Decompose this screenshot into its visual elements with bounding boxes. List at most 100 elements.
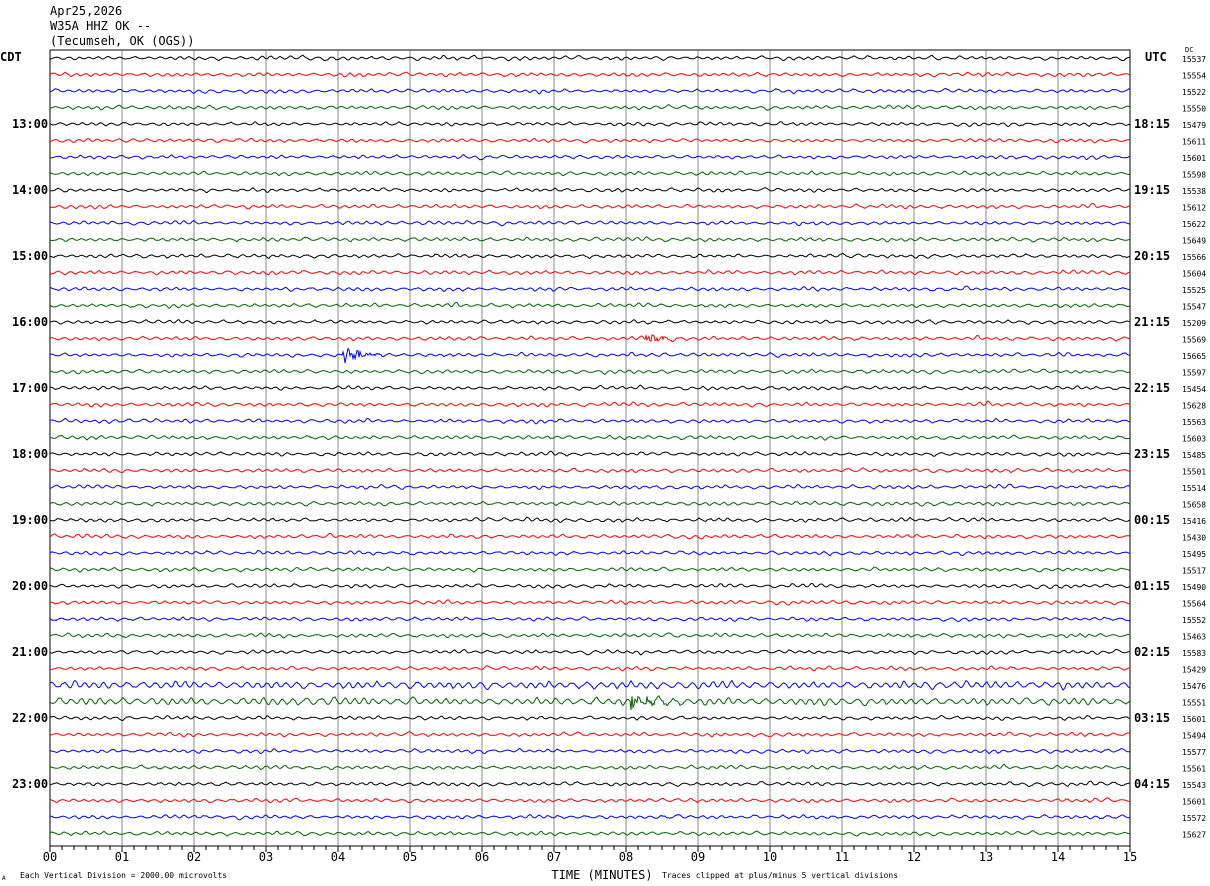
dc-value: 15658 (1182, 501, 1206, 510)
right-hour-label: 22:15 (1134, 381, 1170, 395)
seismic-trace (50, 483, 1131, 491)
seismic-trace (49, 187, 1131, 194)
right-hour-label: 21:15 (1134, 315, 1170, 329)
x-tick-label: 11 (835, 850, 849, 864)
x-tick-label: 01 (115, 850, 129, 864)
seismic-trace (49, 467, 1131, 474)
seismic-trace (49, 154, 1131, 161)
seismic-trace (49, 319, 1131, 325)
x-tick-label: 10 (763, 850, 777, 864)
seismic-trace (49, 137, 1131, 144)
right-hour-label: 23:15 (1134, 447, 1170, 461)
left-hour-label: 19:00 (12, 513, 48, 527)
seismic-trace (50, 384, 1131, 391)
dc-value: 15517 (1182, 567, 1206, 576)
seismic-trace (49, 780, 1131, 788)
seismic-trace (49, 170, 1130, 177)
dc-value: 15598 (1182, 171, 1206, 180)
seismic-trace (49, 434, 1131, 441)
x-tick-label: 14 (1051, 850, 1065, 864)
x-tick-label: 07 (547, 850, 561, 864)
corner-mark: A (2, 875, 6, 882)
seismic-trace (49, 500, 1131, 507)
dc-value: 15551 (1182, 699, 1206, 708)
x-tick-label: 15 (1123, 850, 1137, 864)
right-hour-label: 01:15 (1134, 579, 1170, 593)
seismic-trace (49, 516, 1131, 523)
right-timezone: UTC (1145, 50, 1167, 64)
dc-value: 15554 (1182, 72, 1206, 81)
dc-value: 15563 (1182, 418, 1206, 427)
left-hour-label: 18:00 (12, 447, 48, 461)
dc-value: 15416 (1182, 517, 1206, 526)
footer-scale: Each Vertical Division = 2000.00 microvo… (20, 871, 227, 880)
x-tick-label: 08 (619, 850, 633, 864)
dc-value: 15522 (1182, 88, 1206, 97)
seismic-trace (49, 252, 1131, 259)
seismic-trace (49, 121, 1131, 128)
x-axis-label: TIME (MINUTES) (551, 868, 652, 882)
x-tick-label: 00 (43, 850, 57, 864)
seismic-trace (49, 599, 1131, 606)
seismic-trace (49, 54, 1131, 62)
dc-value: 15430 (1182, 534, 1206, 543)
dc-value: 15543 (1182, 781, 1206, 790)
left-hour-label: 17:00 (12, 381, 48, 395)
right-hour-label: 03:15 (1134, 711, 1170, 725)
seismic-trace (49, 582, 1131, 590)
dc-value: 15569 (1182, 336, 1206, 345)
dc-value: 15552 (1182, 616, 1206, 625)
seismic-trace (49, 417, 1130, 425)
left-timezone: CDT (0, 50, 22, 64)
dc-value: 15537 (1182, 55, 1206, 64)
dc-label: DC (1185, 46, 1193, 54)
dc-value: 15494 (1182, 732, 1206, 741)
x-tick-label: 03 (259, 850, 273, 864)
x-tick-label: 12 (907, 850, 921, 864)
seismic-trace (49, 549, 1131, 557)
seismic-trace (49, 665, 1131, 672)
seismic-trace (49, 87, 1131, 95)
dc-value: 15538 (1182, 187, 1206, 196)
left-hour-label: 23:00 (12, 777, 48, 791)
right-hour-label: 18:15 (1134, 117, 1170, 131)
dc-value: 15479 (1182, 121, 1206, 130)
dc-value: 15583 (1182, 649, 1206, 658)
dc-value: 15566 (1182, 253, 1206, 262)
left-hour-label: 15:00 (12, 249, 48, 263)
dc-value: 15622 (1182, 220, 1206, 229)
right-hour-label: 02:15 (1134, 645, 1170, 659)
dc-value: 15514 (1182, 484, 1206, 493)
right-hour-label: 04:15 (1134, 777, 1170, 791)
left-hour-label: 14:00 (12, 183, 48, 197)
seismic-trace (49, 830, 1131, 837)
seismic-trace (49, 632, 1131, 639)
seismic-trace (49, 236, 1131, 243)
x-tick-label: 06 (475, 850, 489, 864)
seismic-trace (49, 695, 1131, 711)
seismic-trace (49, 400, 1131, 408)
dc-value: 15501 (1182, 468, 1206, 477)
dc-value: 15485 (1182, 451, 1206, 460)
seismic-trace (49, 71, 1131, 78)
dc-value: 15612 (1182, 204, 1206, 213)
seismic-trace (49, 616, 1131, 623)
seismic-trace (49, 347, 1131, 364)
dc-value: 15490 (1182, 583, 1206, 592)
date-label: Apr25,2026 (50, 4, 123, 18)
left-hour-label: 20:00 (12, 579, 48, 593)
seismic-trace (49, 731, 1131, 738)
x-tick-label: 13 (979, 850, 993, 864)
seismic-trace (50, 679, 1131, 691)
dc-value: 15604 (1182, 270, 1206, 279)
seismic-trace (49, 763, 1131, 771)
seismic-trace (49, 285, 1131, 293)
location-label: (Tecumseh, OK (OGS)) (50, 34, 195, 48)
plot-frame (49, 49, 1131, 847)
dc-value: 15550 (1182, 105, 1206, 114)
left-hour-label: 22:00 (12, 711, 48, 725)
right-hour-label: 19:15 (1134, 183, 1170, 197)
seismic-trace (49, 450, 1131, 457)
